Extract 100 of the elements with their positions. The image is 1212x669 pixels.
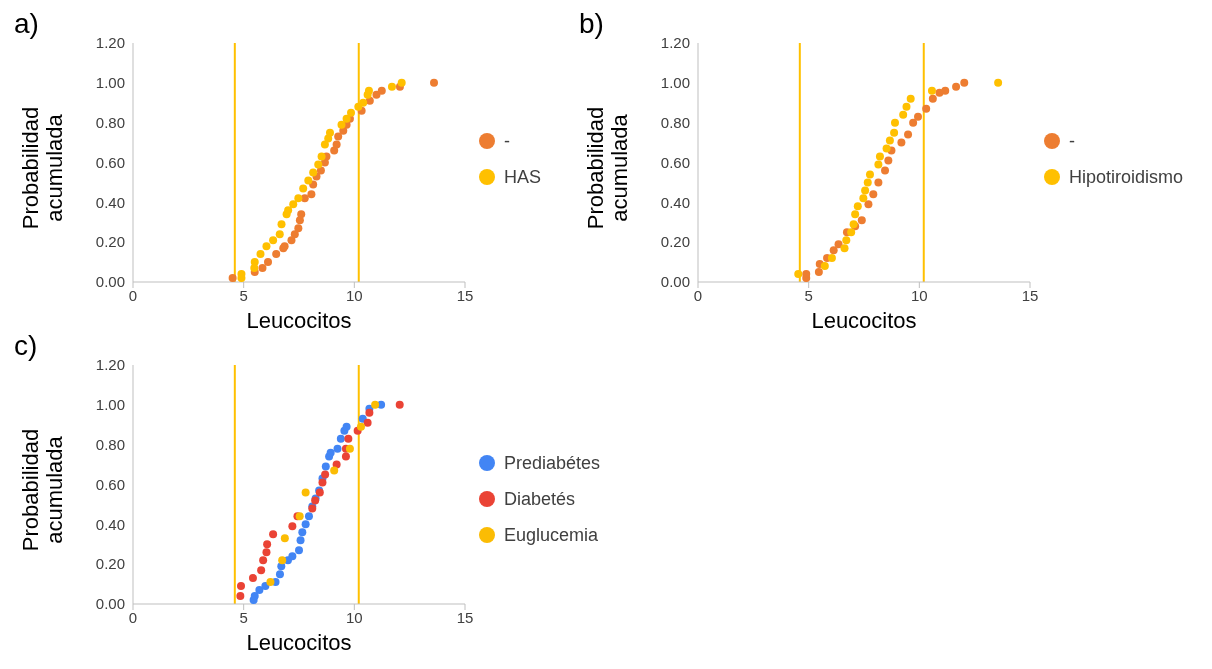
point (290, 230, 299, 239)
legend-label: HAS (504, 166, 542, 188)
point (857, 216, 866, 225)
point (851, 210, 860, 219)
point (294, 194, 303, 203)
point (928, 94, 937, 103)
legend-label: Diabetés (504, 488, 576, 510)
point (345, 444, 354, 453)
point (269, 530, 278, 539)
point (262, 242, 271, 251)
y-tick-label: 1.20 (95, 356, 125, 374)
point (859, 194, 868, 203)
point (296, 536, 305, 545)
point (336, 434, 345, 443)
point (304, 512, 313, 521)
y-tick-label: 1.20 (95, 34, 125, 52)
point (318, 478, 327, 487)
point (344, 434, 353, 443)
x-tick-label: 0 (128, 286, 138, 304)
chart-title: b) (579, 8, 604, 40)
y-tick-label: 0.20 (95, 555, 125, 573)
point (927, 86, 936, 95)
point (881, 166, 890, 175)
point (317, 152, 326, 161)
point (874, 178, 883, 187)
y-tick-label: 0.80 (660, 113, 690, 131)
point (250, 258, 259, 267)
legend-label: - (504, 130, 510, 152)
y-tick-label: 1.00 (95, 74, 125, 92)
point (277, 220, 286, 229)
legend-label: Prediabétes (504, 452, 601, 474)
point (922, 104, 931, 113)
point (278, 556, 287, 565)
point (842, 236, 851, 245)
point (309, 168, 318, 177)
point (258, 264, 267, 273)
point (372, 90, 381, 99)
point (897, 138, 906, 147)
point (256, 250, 265, 259)
point (262, 548, 271, 557)
point (890, 118, 899, 127)
y-tick-label: 1.00 (660, 74, 690, 92)
point (840, 244, 849, 253)
y-tick-label: 0.40 (660, 193, 690, 211)
point (287, 236, 296, 245)
point (337, 120, 346, 129)
x-tick-label: 10 (345, 608, 363, 626)
x-axis-title: Leucocitos (245, 630, 353, 656)
point (298, 528, 307, 537)
point (359, 98, 368, 107)
x-tick-label: 10 (910, 286, 928, 304)
y-tick-label: 0.80 (95, 435, 125, 453)
point (325, 128, 334, 137)
point (330, 466, 339, 475)
point (332, 140, 341, 149)
x-tick-label: 10 (345, 286, 363, 304)
x-tick-label: 0 (128, 608, 138, 626)
point (794, 270, 803, 279)
point (307, 190, 316, 199)
point (294, 224, 303, 233)
point (882, 144, 891, 153)
point (869, 190, 878, 199)
point (356, 422, 365, 431)
y-tick-label: 0.40 (95, 515, 125, 533)
point (371, 400, 380, 409)
point (364, 86, 373, 95)
y-tick-label: 0.20 (95, 233, 125, 251)
point (430, 78, 439, 87)
y-tick-label: 0.00 (95, 595, 125, 613)
point (365, 408, 374, 417)
point (874, 160, 883, 169)
point (259, 556, 268, 565)
point (902, 102, 911, 111)
x-tick-label: 15 (1021, 286, 1039, 304)
point (834, 240, 843, 249)
point (266, 578, 275, 587)
y-axis-title: Probabilidad acumulada (582, 105, 633, 232)
chart-title: a) (14, 8, 39, 40)
y-tick-label: 0.20 (660, 233, 690, 251)
point (297, 210, 306, 219)
point (299, 184, 308, 193)
x-tick-label: 5 (239, 608, 248, 626)
x-tick-label: 5 (239, 286, 248, 304)
x-tick-label: 15 (456, 608, 474, 626)
point (320, 140, 329, 149)
point (906, 94, 915, 103)
point (342, 422, 351, 431)
legend-label: Hipotiroidismo (1069, 166, 1184, 188)
y-axis-title: Probabilidad acumulada (17, 105, 68, 232)
point (280, 534, 289, 543)
y-tick-label: 0.60 (95, 153, 125, 171)
point (885, 136, 894, 145)
point (994, 78, 1003, 87)
point (304, 176, 313, 185)
point (820, 262, 829, 271)
point (236, 592, 245, 601)
point (324, 134, 333, 143)
x-axis-title: Leucocitos (810, 308, 918, 334)
y-tick-label: 0.60 (660, 153, 690, 171)
y-tick-label: 0.00 (660, 273, 690, 291)
